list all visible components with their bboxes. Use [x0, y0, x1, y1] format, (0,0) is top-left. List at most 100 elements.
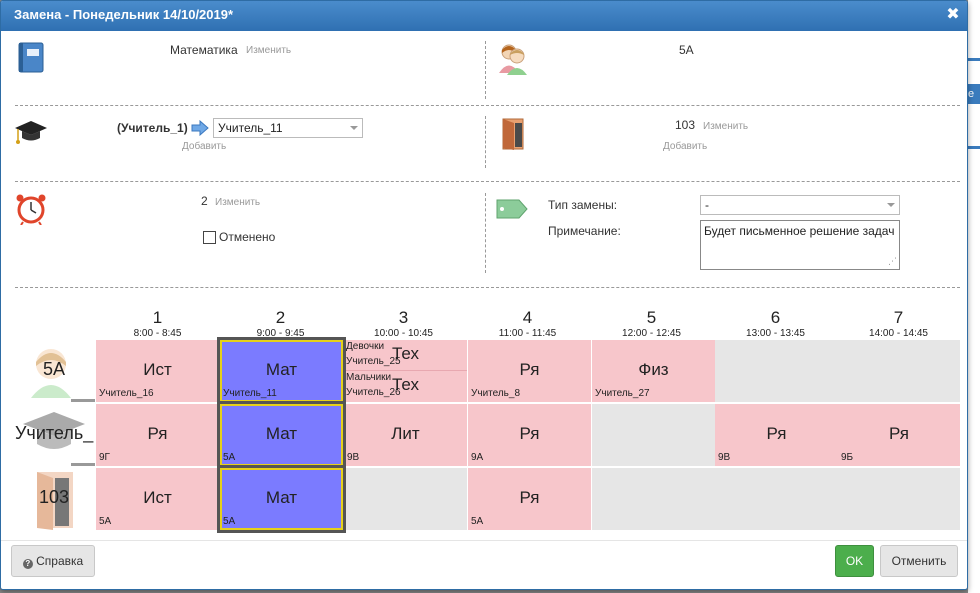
lesson-teacher: Учитель_16: [99, 388, 154, 399]
lesson-cell-split[interactable]: Девочки Учитель_25 Тех Мальчики Учитель_…: [344, 340, 467, 402]
period-header: 2 9:00 - 9:45: [219, 308, 342, 339]
row-label-room: 103: [15, 468, 95, 530]
period-number: 5: [646, 308, 657, 327]
empty-cell[interactable]: [592, 468, 715, 530]
period-time: 10:00 - 10:45: [374, 328, 433, 339]
ok-button[interactable]: OK: [835, 545, 874, 577]
lesson-cell[interactable]: Ист Учитель_16: [96, 340, 219, 402]
period-header: 7 14:00 - 14:45: [837, 308, 960, 339]
lesson-cell[interactable]: Ря 9Г: [96, 404, 219, 466]
lesson-class: 5А: [99, 516, 112, 527]
period-header: 3 10:00 - 10:45: [342, 308, 465, 339]
door-icon: [502, 118, 524, 150]
cancel-button[interactable]: Отменить: [880, 545, 958, 577]
tag-icon: [496, 199, 528, 219]
lesson-cell[interactable]: Ря Учитель_8: [468, 340, 591, 402]
lesson-cell[interactable]: Ря 9А: [468, 404, 591, 466]
subject-change-link[interactable]: Изменить: [246, 45, 292, 56]
empty-cell[interactable]: [592, 404, 715, 466]
period-number: 2: [275, 308, 286, 327]
divider: [15, 181, 960, 182]
period-time: 13:00 - 13:45: [746, 328, 805, 339]
divider: [485, 193, 486, 273]
cancelled-checkbox[interactable]: [203, 231, 216, 244]
lesson-subject: Мат: [265, 488, 298, 507]
period-time: 14:00 - 14:45: [869, 328, 928, 339]
empty-cell[interactable]: [344, 468, 467, 530]
timetable: 1 8:00 - 8:45 2 9:00 - 9:45 3 10:00 - 10…: [15, 300, 960, 530]
period-time: 12:00 - 12:45: [622, 328, 681, 339]
lesson-subject: Ря: [519, 360, 540, 379]
teacher-select[interactable]: Учитель_11: [213, 118, 363, 138]
cancelled-label: Отменено: [219, 230, 276, 244]
note-label: Примечание:: [548, 224, 621, 238]
replacement-type-value: -: [705, 198, 709, 212]
empty-cell[interactable]: [838, 340, 960, 402]
lesson-change-link[interactable]: Изменить: [215, 197, 261, 208]
note-textarea[interactable]: Будет письменное решение задач ⋰: [700, 220, 900, 270]
lesson-teacher: Учитель_11: [223, 388, 277, 399]
lesson-subject: Ря: [147, 424, 168, 443]
empty-cell[interactable]: [715, 340, 838, 402]
close-icon[interactable]: ✖: [946, 6, 960, 23]
empty-cell[interactable]: [838, 468, 960, 530]
background-page: е: [968, 0, 980, 593]
lesson-cell-selected[interactable]: Мат 5А: [220, 468, 343, 530]
lesson-class: 5А: [223, 452, 236, 463]
lesson-class: 5А: [471, 516, 484, 527]
lesson-cell[interactable]: Ря 5А: [468, 468, 591, 530]
lesson-class: 9В: [718, 452, 731, 463]
background-bar: е: [968, 84, 980, 104]
lesson-class: 5А: [223, 516, 236, 527]
lesson-cell-selected[interactable]: Мат Учитель_11: [220, 340, 343, 402]
lesson-cell[interactable]: Ря 9В: [715, 404, 838, 466]
group-divider: [344, 370, 467, 371]
lesson-class: 9Б: [841, 452, 854, 463]
graduation-cap-icon: [15, 121, 47, 144]
row-label-teacher: Учитель_: [15, 404, 95, 466]
resize-handle-icon[interactable]: ⋰: [888, 256, 897, 266]
period-header: 5 12:00 - 12:45: [590, 308, 713, 339]
group-subject: Тех: [391, 375, 419, 394]
lesson-subject: Мат: [265, 424, 298, 443]
lesson-cell[interactable]: Лит 9В: [344, 404, 467, 466]
row-label-text: 103: [39, 487, 70, 507]
door-icon: [37, 472, 73, 530]
lesson-cell-selected[interactable]: Мат 5А: [220, 404, 343, 466]
replacement-type-label: Тип замены:: [548, 198, 618, 212]
empty-cell[interactable]: [715, 468, 838, 530]
lesson-teacher: Учитель_27: [595, 388, 650, 399]
period-time: 8:00 - 8:45: [133, 328, 182, 339]
lesson-cell[interactable]: Физ Учитель_27: [592, 340, 715, 402]
divider: [485, 41, 486, 99]
lesson-cell[interactable]: Ист 5А: [96, 468, 219, 530]
group-teacher: Учитель_26: [346, 387, 401, 398]
arrow-right-icon: [191, 120, 209, 136]
period-time: 9:00 - 9:45: [256, 328, 305, 339]
help-button[interactable]: ? Справка: [11, 545, 95, 577]
row-label-text: 5А: [43, 359, 66, 379]
lesson-subject: Физ: [638, 360, 669, 379]
teacher-add-link[interactable]: Добавить: [182, 141, 227, 152]
room-add-link[interactable]: Добавить: [663, 141, 708, 152]
lesson-class: 9А: [471, 452, 484, 463]
note-text: Будет письменное решение задач: [704, 224, 895, 238]
teacher-select-value: Учитель_11: [218, 121, 283, 135]
lesson-subject: Ря: [766, 424, 787, 443]
question-icon: ?: [22, 559, 33, 569]
period-header: 6 13:00 - 13:45: [714, 308, 837, 339]
dialog-title: Замена - Понедельник 14/10/2019*: [14, 7, 234, 22]
lesson-subject: Ря: [519, 488, 540, 507]
replacement-type-select[interactable]: -: [700, 195, 900, 215]
lesson-cell[interactable]: Ря 9Б: [838, 404, 960, 466]
period-number: 6: [770, 308, 781, 327]
period-number: 3: [398, 308, 409, 327]
period-header: 1 8:00 - 8:45: [96, 308, 219, 339]
divider: [15, 105, 960, 106]
divider: [15, 287, 960, 288]
background-line: [968, 146, 980, 149]
lesson-subject: Ист: [143, 360, 172, 379]
chevron-down-icon: [887, 203, 895, 207]
room-change-link[interactable]: Изменить: [703, 121, 749, 132]
